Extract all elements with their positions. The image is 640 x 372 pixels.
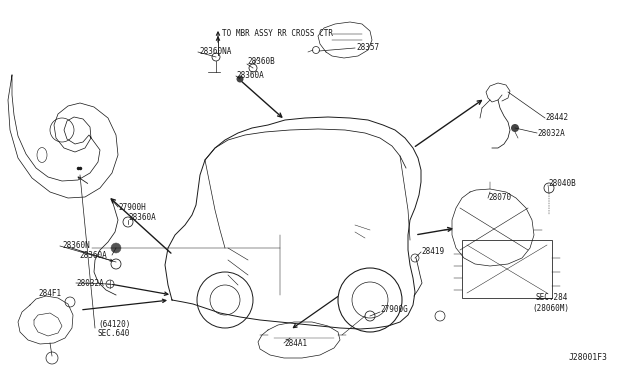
Text: 27900H: 27900H [118, 202, 146, 212]
Text: 28442: 28442 [545, 113, 568, 122]
Text: 284A1: 284A1 [284, 339, 307, 347]
Text: 28032A: 28032A [537, 128, 564, 138]
Text: 28360A: 28360A [236, 71, 264, 80]
Text: 28419: 28419 [421, 247, 444, 257]
Text: 28360B: 28360B [247, 58, 275, 67]
Text: (64120): (64120) [98, 321, 131, 330]
Text: 28040B: 28040B [548, 179, 576, 187]
Text: 28070: 28070 [488, 193, 511, 202]
Circle shape [111, 243, 121, 253]
Text: 27900G: 27900G [380, 305, 408, 314]
Text: (28060M): (28060M) [532, 304, 569, 312]
Text: 28360A: 28360A [128, 214, 156, 222]
Circle shape [511, 124, 519, 132]
Circle shape [237, 76, 243, 83]
Text: TO MBR ASSY RR CROSS CTR: TO MBR ASSY RR CROSS CTR [222, 29, 333, 38]
Text: 28357: 28357 [356, 44, 379, 52]
Text: 28360A: 28360A [79, 251, 107, 260]
Text: SEC.284: SEC.284 [536, 294, 568, 302]
Text: 284F1: 284F1 [38, 289, 61, 298]
Text: J28001F3: J28001F3 [569, 353, 608, 362]
Text: 28360NA: 28360NA [199, 48, 232, 57]
Bar [462, 240, 552, 298]
Text: 28032A: 28032A [76, 279, 104, 288]
Text: SEC.640: SEC.640 [98, 328, 131, 337]
Text: 28360N: 28360N [62, 241, 90, 250]
